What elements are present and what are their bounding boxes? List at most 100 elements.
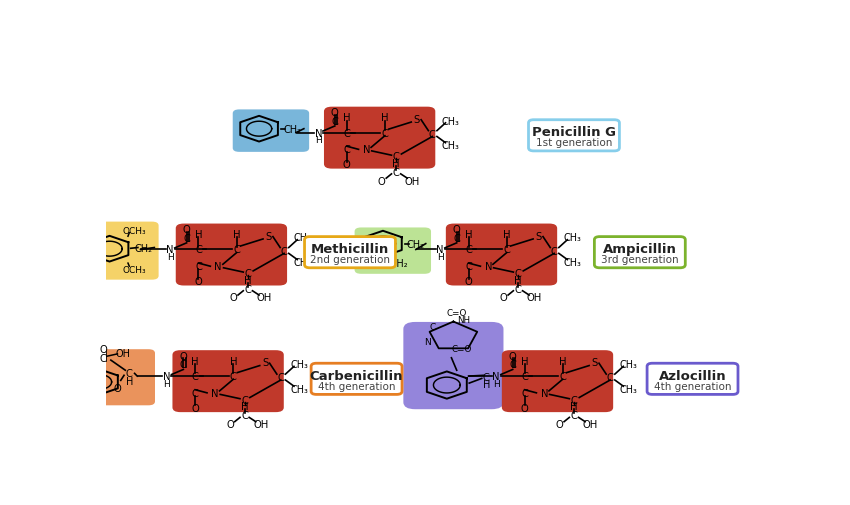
Text: N: N — [363, 145, 371, 155]
Text: C=O: C=O — [446, 309, 467, 318]
Text: N: N — [314, 128, 322, 138]
Text: O: O — [226, 419, 234, 429]
Text: O: O — [521, 403, 529, 413]
Text: C: C — [99, 353, 106, 363]
Text: CH₃: CH₃ — [293, 258, 311, 268]
FancyBboxPatch shape — [66, 349, 155, 406]
Text: C: C — [521, 371, 528, 381]
Text: N: N — [423, 337, 430, 346]
Text: C: C — [192, 388, 199, 398]
Text: O: O — [556, 419, 564, 429]
Text: C: C — [126, 369, 133, 379]
Text: C: C — [277, 373, 284, 382]
Text: C: C — [195, 245, 202, 255]
Text: C: C — [559, 371, 566, 381]
Text: H: H — [126, 376, 133, 386]
Text: CH₃: CH₃ — [620, 384, 638, 394]
FancyBboxPatch shape — [173, 350, 284, 412]
Text: C: C — [453, 233, 460, 243]
Text: H: H — [315, 136, 322, 145]
FancyBboxPatch shape — [176, 224, 287, 286]
Text: OH: OH — [257, 293, 272, 303]
Text: CH₃: CH₃ — [293, 233, 311, 243]
Text: C: C — [570, 395, 577, 405]
Text: O: O — [500, 293, 507, 303]
Text: C: C — [503, 245, 510, 255]
Text: H: H — [393, 159, 400, 169]
Text: C: C — [332, 117, 338, 127]
Text: H: H — [514, 275, 522, 285]
Text: C: C — [509, 360, 516, 370]
Text: N: N — [167, 245, 174, 255]
Text: OH: OH — [116, 348, 130, 359]
Text: C: C — [245, 269, 252, 279]
Text: O: O — [230, 293, 237, 303]
Text: N: N — [211, 388, 218, 398]
Text: O: O — [343, 160, 350, 170]
Text: N: N — [437, 245, 444, 255]
Text: C: C — [465, 262, 472, 272]
FancyBboxPatch shape — [311, 364, 402, 394]
Text: O: O — [179, 351, 187, 361]
Text: CH₂: CH₂ — [135, 243, 153, 253]
Text: 4th generation: 4th generation — [654, 381, 731, 391]
Text: Penicillin G: Penicillin G — [532, 126, 616, 139]
Text: CH₃: CH₃ — [620, 359, 638, 369]
Text: C: C — [180, 360, 187, 370]
Text: H: H — [191, 356, 199, 366]
FancyBboxPatch shape — [304, 237, 395, 268]
FancyBboxPatch shape — [502, 350, 613, 412]
Text: C: C — [241, 411, 248, 421]
Text: C: C — [343, 128, 350, 138]
Text: H: H — [381, 113, 388, 123]
Text: C: C — [184, 233, 190, 243]
Text: C: C — [280, 246, 287, 256]
Text: H: H — [570, 401, 578, 412]
Text: H: H — [493, 379, 500, 388]
Text: S: S — [592, 358, 598, 368]
Text: CH₂: CH₂ — [283, 124, 301, 134]
FancyBboxPatch shape — [594, 237, 685, 268]
Text: H: H — [483, 380, 490, 389]
Text: H: H — [163, 379, 170, 388]
Text: O: O — [465, 276, 473, 286]
Text: N: N — [541, 388, 548, 398]
Text: H: H — [437, 252, 444, 262]
Text: CH₂: CH₂ — [406, 239, 424, 249]
FancyBboxPatch shape — [74, 222, 159, 280]
Text: C: C — [230, 371, 237, 381]
FancyBboxPatch shape — [404, 322, 503, 410]
Text: C: C — [245, 284, 252, 294]
Text: H: H — [233, 230, 241, 240]
Text: C: C — [233, 245, 240, 255]
Text: H: H — [559, 356, 566, 366]
Text: O: O — [191, 403, 199, 413]
Text: CH₃: CH₃ — [442, 141, 460, 151]
Text: C: C — [343, 145, 350, 155]
Text: O: O — [195, 276, 202, 286]
Text: CH₃: CH₃ — [564, 233, 581, 243]
Text: NH₂: NH₂ — [388, 259, 407, 269]
Text: Ampicillin: Ampicillin — [603, 243, 677, 256]
Text: CH₃: CH₃ — [442, 116, 460, 126]
Text: C: C — [393, 152, 400, 162]
Text: O: O — [114, 383, 122, 393]
Text: 1st generation: 1st generation — [536, 138, 612, 148]
FancyBboxPatch shape — [233, 110, 309, 153]
FancyBboxPatch shape — [647, 364, 738, 394]
Text: C: C — [551, 246, 558, 256]
Text: OH: OH — [583, 419, 598, 429]
Text: C: C — [382, 128, 388, 138]
Text: C: C — [483, 373, 490, 382]
FancyBboxPatch shape — [529, 121, 620, 152]
Text: CH₃: CH₃ — [291, 359, 309, 369]
Text: CH₃: CH₃ — [291, 384, 309, 394]
FancyBboxPatch shape — [324, 108, 435, 169]
Text: Methicillin: Methicillin — [311, 243, 389, 256]
Text: OH: OH — [253, 419, 269, 429]
Text: S: S — [413, 115, 420, 125]
Text: H: H — [230, 356, 237, 366]
Text: C: C — [570, 411, 577, 421]
Text: S: S — [265, 231, 271, 241]
Text: H: H — [195, 230, 202, 240]
